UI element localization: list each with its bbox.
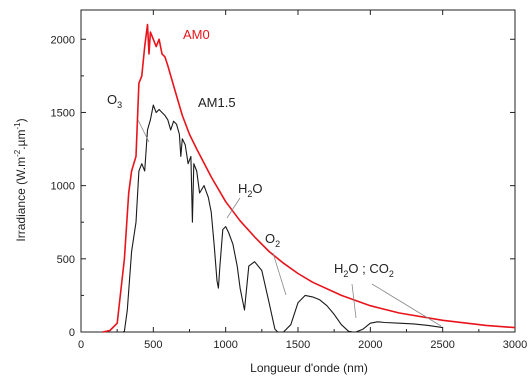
axes-layer: 0 500 1000 1500 2000 2500 3000 0 500 1000 1500 2000 [51, 9, 527, 351]
x-tick-label: 500 [144, 339, 162, 351]
x-tick-label: 1500 [286, 339, 310, 351]
y-tick-label: 1000 [51, 181, 75, 193]
x-axis-title: Longueur d'onde (nm) [250, 361, 368, 375]
plot-frame [80, 9, 516, 333]
o3-label: O3 [107, 92, 122, 110]
y-tick-label: 0 [69, 327, 75, 339]
series-layer [102, 23, 516, 333]
x-tick-label: 1000 [213, 339, 237, 351]
x-tick-label: 0 [78, 339, 84, 351]
o2-label: O2 [265, 231, 280, 249]
am0-label: AM0 [183, 27, 210, 42]
am15-label: AM1.5 [198, 95, 236, 110]
y-axis-title: Irradiance (W.m-2.µm-1) [13, 118, 28, 241]
annotation-pointers [137, 119, 442, 327]
y-tick-label: 2000 [51, 34, 75, 46]
o3-pointer [137, 119, 150, 143]
h2o-co2-pointer-2 [371, 283, 442, 327]
y-tick-label: 1500 [51, 107, 75, 119]
x-tick-label: 3000 [503, 339, 527, 351]
series-line-am0 [102, 23, 516, 333]
series-line-am15 [122, 104, 443, 333]
x-tick-label: 2000 [358, 339, 382, 351]
o2-pointer [272, 252, 287, 296]
h2o-co2-pointer-1 [351, 283, 357, 319]
h2o-label: H2O [238, 181, 263, 199]
h2o-pointer [226, 197, 241, 219]
h2o-co2-label: H2O ; CO2 [334, 261, 394, 279]
y-tick-label: 500 [57, 254, 75, 266]
x-tick-label: 2500 [430, 339, 454, 351]
